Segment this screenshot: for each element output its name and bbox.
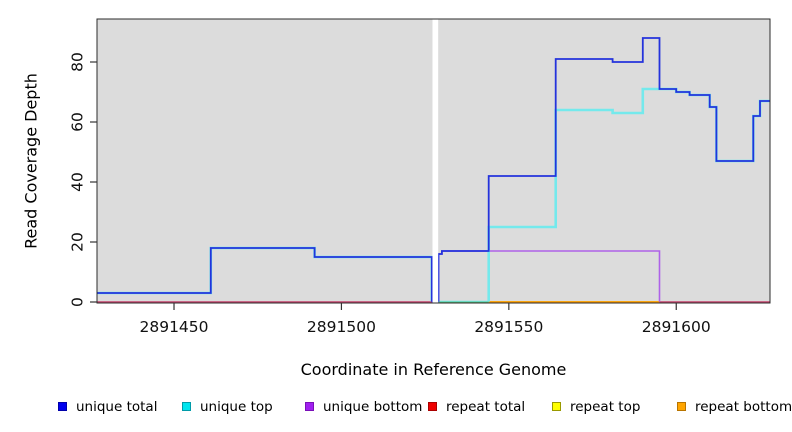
y-tick-label: 80	[68, 52, 86, 72]
y-tick-label: 60	[68, 112, 86, 132]
legend-item-repeat-total: repeat total	[428, 398, 526, 415]
plot-box	[96, 18, 771, 304]
legend-item-unique-top: unique top	[182, 398, 273, 415]
coverage-gap-band	[432, 19, 439, 303]
legend-item-repeat-top: repeat top	[552, 398, 641, 415]
unique-top-swatch-icon	[182, 402, 191, 411]
legend-label: unique bottom	[323, 398, 423, 415]
x-tick-label: 2891550	[474, 318, 543, 336]
legend-label: unique top	[200, 398, 273, 415]
series-line-unique-total	[97, 37, 770, 303]
legend-item-unique-bottom: unique bottom	[305, 398, 423, 415]
legend-label: repeat total	[446, 398, 526, 415]
x-tick-label: 2891600	[642, 318, 711, 336]
y-tick-label: 40	[68, 172, 86, 192]
legend-item-unique-total: unique total	[58, 398, 158, 415]
x-tick-label: 2891450	[139, 318, 208, 336]
y-tick-label: 20	[68, 232, 86, 252]
legend-item-repeat-bottom: repeat bottom	[677, 398, 792, 415]
unique-bottom-swatch-icon	[305, 402, 314, 411]
repeat-total-swatch-icon	[428, 402, 437, 411]
y-tick-label: 0	[68, 297, 86, 307]
x-tick-label: 2891500	[307, 318, 376, 336]
repeat-bottom-swatch-icon	[677, 402, 686, 411]
legend-label: unique total	[76, 398, 158, 415]
legend-label: repeat top	[570, 398, 641, 415]
x-axis-title: Coordinate in Reference Genome	[300, 360, 567, 379]
y-axis-title: Read Coverage Depth	[21, 73, 41, 249]
unique-total-swatch-icon	[58, 402, 67, 411]
legend-label: repeat bottom	[695, 398, 792, 415]
repeat-top-swatch-icon	[552, 402, 561, 411]
